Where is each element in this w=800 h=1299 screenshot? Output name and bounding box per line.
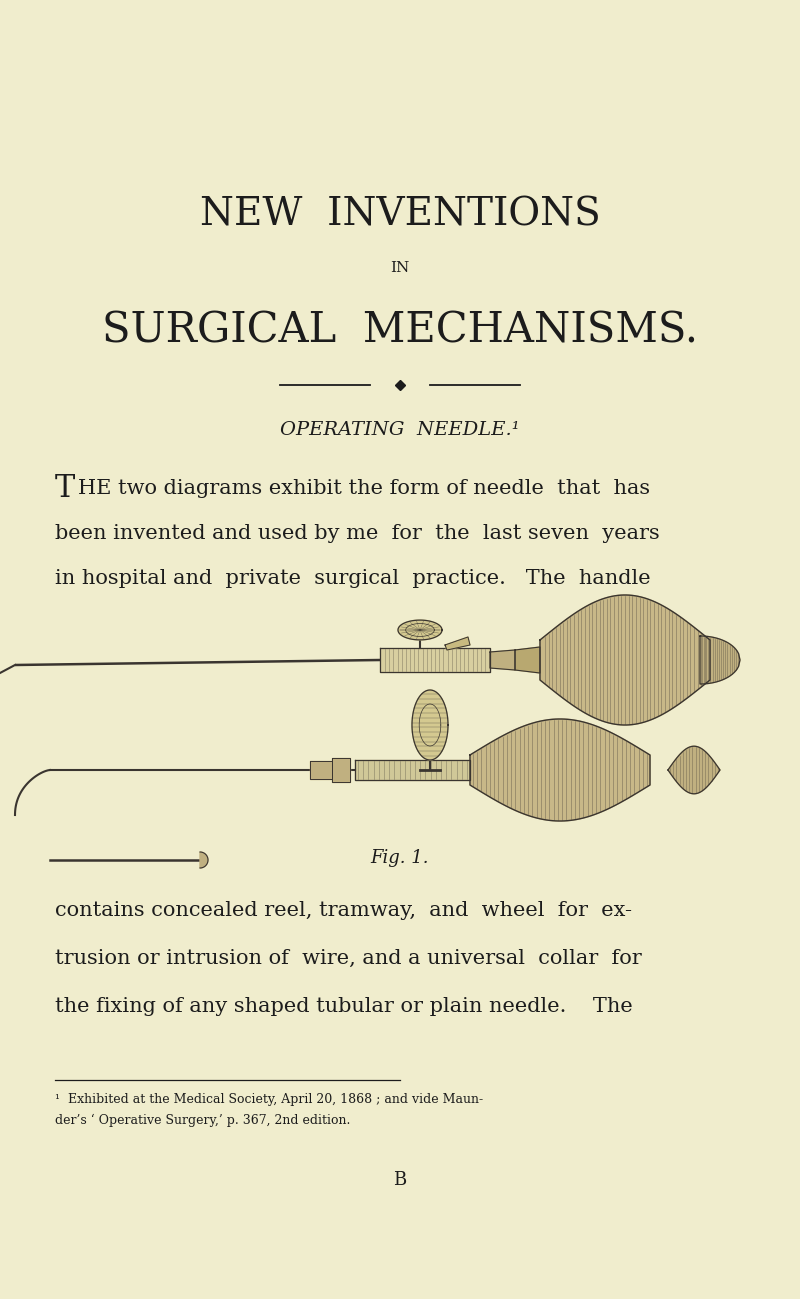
Text: T: T [55,473,75,504]
Polygon shape [540,595,710,725]
Polygon shape [700,637,740,685]
Polygon shape [445,637,470,650]
Text: ¹  Exhibited at the Medical Society, April 20, 1868 ; and vide Maun-: ¹ Exhibited at the Medical Society, Apri… [55,1094,483,1107]
Polygon shape [380,648,490,672]
Text: Fig. 1.: Fig. 1. [370,850,430,866]
Polygon shape [490,650,515,670]
Text: trusion or intrusion of  wire, and a universal  collar  for: trusion or intrusion of wire, and a univ… [55,948,642,968]
Polygon shape [355,760,470,779]
Polygon shape [668,746,720,794]
Text: SURGICAL  MECHANISMS.: SURGICAL MECHANISMS. [102,309,698,351]
Polygon shape [470,720,650,821]
Text: HE two diagrams exhibit the form of needle  that  has: HE two diagrams exhibit the form of need… [78,478,650,498]
Polygon shape [332,759,350,782]
Polygon shape [200,852,208,868]
Polygon shape [310,761,332,779]
Text: OPERATING  NEEDLE.¹: OPERATING NEEDLE.¹ [280,421,520,439]
Text: B: B [394,1170,406,1189]
Text: IN: IN [390,261,410,275]
Text: contains concealed reel, tramway,  and  wheel  for  ex-: contains concealed reel, tramway, and wh… [55,900,632,920]
Polygon shape [398,620,442,640]
Polygon shape [412,690,448,760]
Polygon shape [515,647,540,673]
Text: NEW  INVENTIONS: NEW INVENTIONS [200,196,600,234]
Text: in hospital and  private  surgical  practice.   The  handle: in hospital and private surgical practic… [55,569,650,587]
Text: been invented and used by me  for  the  last seven  years: been invented and used by me for the las… [55,523,660,543]
Text: der’s ‘ Operative Surgery,’ p. 367, 2nd edition.: der’s ‘ Operative Surgery,’ p. 367, 2nd … [55,1113,350,1126]
Text: the fixing of any shaped tubular or plain needle.    The: the fixing of any shaped tubular or plai… [55,996,633,1016]
